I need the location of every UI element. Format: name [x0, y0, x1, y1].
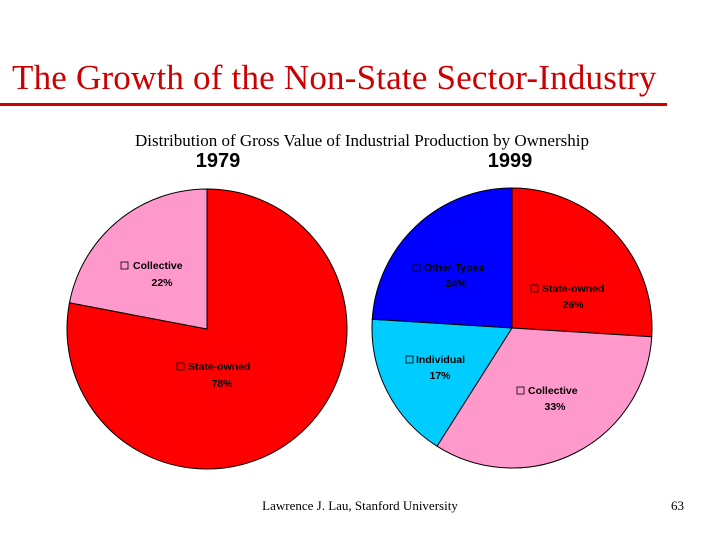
legend-swatch-icon [176, 362, 185, 371]
slice-1999-other-types [371, 187, 513, 329]
data-label-1999-collective: Collective 33% [516, 385, 578, 413]
slice-value: 17% [429, 370, 451, 382]
data-label-1999-state-owned: State-owned 26% [530, 283, 604, 311]
data-label-1999-other-types: Other Types 24% [412, 262, 485, 290]
slice-name: Individual [416, 354, 465, 366]
data-label-1979-state-owned: State-owned 78% [176, 361, 250, 390]
legend-swatch-icon [516, 386, 525, 395]
slice-value: 24% [445, 278, 467, 290]
pie-1999: 1999 Other Types 24% State-owned 26% Ind… [371, 150, 653, 469]
chart-title: Distribution of Gross Value of Industria… [135, 131, 589, 150]
slice-value: 78% [211, 378, 233, 390]
page-number: 63 [671, 498, 684, 513]
slice-value: 33% [544, 401, 566, 413]
year-label-1999: 1999 [488, 150, 533, 172]
data-label-1979-collective: Collective 22% [120, 260, 183, 289]
slide-title: The Growth of the Non-State Sector-Indus… [12, 58, 657, 97]
data-label-1999-individual: Individual 17% [405, 354, 465, 382]
year-label-1979: 1979 [196, 150, 241, 172]
legend-swatch-icon [530, 284, 539, 293]
footer-credit: Lawrence J. Lau, Stanford University [262, 498, 458, 513]
title-underline [0, 103, 667, 106]
legend-swatch-icon [412, 263, 421, 272]
slice-1999-state-owned [511, 187, 653, 338]
legend-swatch-icon [405, 355, 414, 364]
slice-value: 26% [562, 299, 584, 311]
slice-1979-collective [68, 188, 208, 330]
slice-name: Collective [133, 260, 183, 272]
slice-name: State-owned [542, 283, 604, 295]
slice-name: State-owned [188, 361, 250, 373]
slice-1999-collective [436, 327, 653, 469]
slice-name: Other Types [424, 262, 485, 274]
slice-value: 22% [151, 277, 173, 289]
pie-1979: 1979 Collective 22% State-owned 78% [66, 150, 348, 470]
slice-name: Collective [528, 385, 578, 397]
legend-swatch-icon [120, 261, 129, 270]
slice-1999-individual [371, 318, 513, 447]
